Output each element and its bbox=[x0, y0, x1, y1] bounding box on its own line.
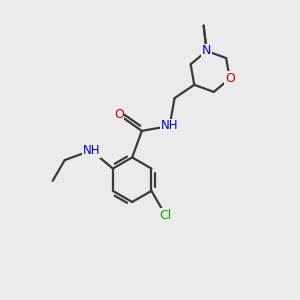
Text: NH: NH bbox=[82, 144, 100, 157]
Text: Cl: Cl bbox=[160, 209, 172, 222]
Text: N: N bbox=[202, 44, 211, 57]
Text: O: O bbox=[225, 72, 235, 85]
Text: NH: NH bbox=[161, 119, 178, 133]
Text: O: O bbox=[114, 108, 124, 121]
